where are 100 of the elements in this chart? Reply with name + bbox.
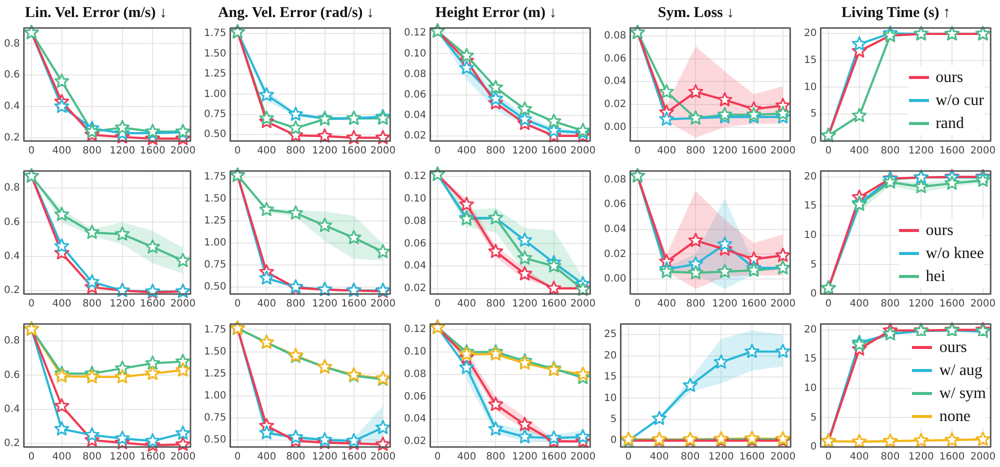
y-tick-label: 15 xyxy=(804,54,817,66)
x-tick-label: 400 xyxy=(457,298,476,310)
legend-label: w/o knee xyxy=(926,244,984,264)
y-tick-label: 10 xyxy=(804,383,817,394)
x-tick-label: 0 xyxy=(434,298,441,310)
x-tick-label: 800 xyxy=(486,146,506,157)
y-tick-label: 0.4 xyxy=(4,251,20,262)
legend-label: hei xyxy=(926,267,946,287)
x-tick-label: 1600 xyxy=(741,146,767,157)
y-tick-label: 0.50 xyxy=(204,129,226,140)
x-tick-label: 2000 xyxy=(170,146,196,157)
y-tick-label: 1.50 xyxy=(204,48,226,60)
x-tick-label: 2000 xyxy=(170,298,196,310)
x-tick-label: 800 xyxy=(286,298,306,310)
y-tick-label: 0.06 xyxy=(404,89,426,100)
y-tick-label: 0.4 xyxy=(4,101,20,112)
chart-title: Living Time (s) ↑ xyxy=(841,4,951,21)
y-tick-label: 0 xyxy=(810,288,817,300)
y-tick-label: 0.75 xyxy=(204,260,226,271)
y-tick-label: 0.8 xyxy=(4,336,20,347)
y-tick-label: 0.12 xyxy=(404,28,426,39)
x-tick-label: 800 xyxy=(880,146,900,157)
y-tick-label: 15 xyxy=(804,200,817,212)
x-tick-label: 800 xyxy=(286,452,306,463)
y-tick-label: 1.00 xyxy=(204,390,226,402)
legend-label: w/ aug xyxy=(939,361,982,381)
x-tick-label: 2000 xyxy=(570,452,596,463)
y-tick-label: 0.04 xyxy=(404,414,426,425)
y-tick-label: 0 xyxy=(810,442,817,453)
y-tick-label: 0.6 xyxy=(4,216,20,228)
x-tick-label: 800 xyxy=(686,298,706,310)
x-tick-label: 800 xyxy=(486,452,506,463)
legend-label: ours xyxy=(936,68,964,88)
y-tick-label: 0.8 xyxy=(4,38,20,50)
y-tick-label: 0.6 xyxy=(4,70,20,81)
x-tick-label: 800 xyxy=(880,298,900,310)
legend-label: ours xyxy=(926,221,954,241)
x-tick-label: 1600 xyxy=(939,298,965,310)
legend-label: rand xyxy=(936,114,964,134)
x-tick-label: 800 xyxy=(680,452,700,463)
x-tick-label: 2000 xyxy=(970,146,996,157)
y-tick-label: 5 xyxy=(810,412,817,424)
x-tick-label: 400 xyxy=(52,452,72,463)
y-tick-label: 0.50 xyxy=(204,282,226,293)
x-tick-label: 2000 xyxy=(370,452,396,463)
x-tick-label: 1200 xyxy=(110,452,136,463)
y-tick-label: 20 xyxy=(804,324,817,336)
x-tick-label: 400 xyxy=(52,146,72,157)
y-tick-label: 10 xyxy=(804,230,817,242)
x-tick-label: 0 xyxy=(434,146,441,157)
y-tick-label: 0.06 xyxy=(404,391,426,402)
chart-title: Sym. Loss ↓ xyxy=(658,4,734,21)
y-tick-label: 0 xyxy=(610,435,617,446)
y-tick-label: 0.02 xyxy=(404,436,426,448)
y-tick-label: 0.00 xyxy=(604,274,626,285)
legend-label: w/ sym xyxy=(939,384,986,404)
x-tick-label: 1200 xyxy=(712,146,738,157)
y-tick-label: 0.08 xyxy=(604,174,626,186)
x-tick-label: 1200 xyxy=(512,452,538,463)
y-tick-label: 0.06 xyxy=(604,53,626,64)
x-tick-label: 800 xyxy=(286,146,306,157)
x-tick-label: 1600 xyxy=(739,452,765,463)
x-tick-label: 800 xyxy=(82,452,102,463)
y-tick-label: 0.04 xyxy=(404,110,426,121)
y-tick-label: 1.25 xyxy=(204,68,226,80)
y-tick-label: 0.8 xyxy=(4,182,20,194)
x-tick-label: 400 xyxy=(850,146,869,157)
y-tick-label: 0.04 xyxy=(404,260,426,272)
y-tick-label: 0.08 xyxy=(404,216,426,227)
y-tick-label: 0.08 xyxy=(404,68,426,80)
x-tick-label: 0 xyxy=(28,452,35,463)
y-tick-label: 0.08 xyxy=(604,30,626,42)
x-tick-label: 1600 xyxy=(541,452,567,463)
y-tick-label: 0.04 xyxy=(604,76,626,88)
x-tick-label: 400 xyxy=(52,298,72,310)
x-tick-label: 1200 xyxy=(110,298,136,310)
x-tick-label: 1600 xyxy=(541,146,567,157)
y-tick-label: 0.50 xyxy=(204,434,226,446)
x-tick-label: 1200 xyxy=(908,298,934,310)
x-tick-label: 400 xyxy=(457,146,476,157)
x-tick-label: 1600 xyxy=(939,452,965,463)
x-tick-label: 1600 xyxy=(140,452,166,463)
y-tick-label: 1.75 xyxy=(204,28,226,40)
x-tick-label: 0 xyxy=(825,298,832,310)
y-tick-label: 0.06 xyxy=(404,238,426,250)
x-tick-label: 1200 xyxy=(712,298,738,310)
x-tick-label: 400 xyxy=(457,452,476,463)
x-tick-label: 2000 xyxy=(970,298,996,310)
y-tick-label: 0.75 xyxy=(204,412,226,424)
y-tick-label: 0.2 xyxy=(4,285,20,296)
y-tick-label: 0 xyxy=(810,136,817,147)
y-tick-label: 5 xyxy=(810,108,817,120)
x-tick-label: 1200 xyxy=(512,298,538,310)
y-tick-label: 1.00 xyxy=(204,238,226,249)
y-tick-label: 0.12 xyxy=(404,324,426,336)
y-tick-label: 0.02 xyxy=(404,130,426,142)
x-tick-label: 1600 xyxy=(140,298,166,310)
y-tick-label: 0.6 xyxy=(4,370,20,381)
x-tick-label: 400 xyxy=(850,452,869,463)
y-tick-label: 0.10 xyxy=(404,194,426,205)
